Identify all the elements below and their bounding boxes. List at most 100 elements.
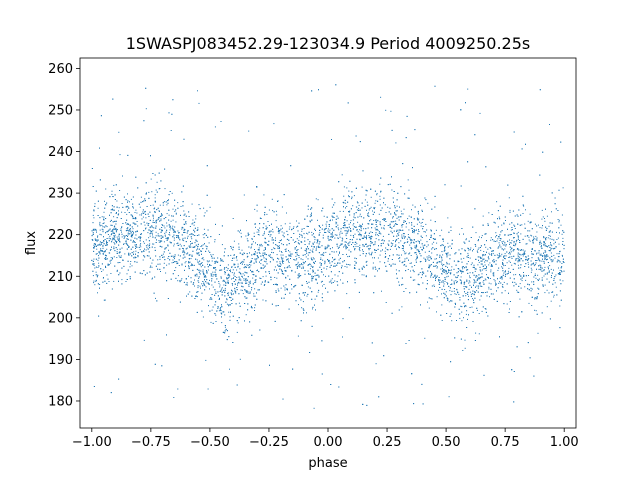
data-point [207,388,209,390]
data-point [280,287,282,289]
data-point [183,210,185,212]
data-point [379,198,381,200]
data-point [183,250,185,252]
data-point [202,285,204,287]
data-point [387,206,389,208]
data-point [169,229,171,231]
data-point [214,261,216,263]
data-point [204,279,205,281]
data-point [145,213,147,215]
data-point [477,248,479,250]
data-point [430,219,432,221]
data-point [177,230,179,232]
data-point [93,280,95,282]
data-point [275,210,277,212]
data-point [177,242,179,244]
data-point [105,257,107,259]
data-point [131,236,133,238]
data-point [324,262,326,264]
data-point [535,238,537,240]
data-point [177,202,179,204]
data-point [101,271,103,272]
data-point [335,221,337,223]
data-point [498,282,500,284]
data-point [217,257,219,259]
data-point [467,299,469,301]
data-point [433,241,435,243]
data-point [254,249,255,250]
data-point [543,252,544,254]
data-point [92,222,94,224]
data-point [353,216,355,218]
data-point [320,257,322,259]
data-point [308,252,310,254]
data-point [247,255,249,257]
data-point [217,295,219,297]
data-point [129,228,131,230]
data-point [258,230,260,231]
data-point [518,316,520,318]
data-point [544,243,546,245]
data-point [340,279,341,281]
data-point [531,305,533,306]
data-point [122,206,124,208]
data-point [269,254,271,256]
data-point [389,248,391,250]
data-point [159,256,161,258]
data-point [224,280,225,282]
data-point [328,281,330,283]
data-point [437,266,438,268]
data-point [414,265,416,266]
data-point [162,253,164,255]
data-point [463,317,464,319]
data-point [196,240,198,242]
data-point [541,227,543,229]
data-point [358,207,360,209]
data-point [142,211,144,213]
data-point [373,292,375,294]
data-point [560,299,562,301]
data-point [351,198,353,200]
data-point [504,290,506,292]
data-point [174,205,176,207]
data-point [304,237,306,239]
data-point [474,208,476,210]
data-point [113,238,115,240]
data-point [329,236,331,238]
data-point [543,237,545,239]
data-point [513,242,515,244]
data-point [400,240,402,242]
data-point [149,271,151,273]
data-point [143,242,145,244]
data-point [457,261,459,263]
data-point [534,273,536,275]
data-point [202,316,204,318]
data-point [219,284,221,286]
data-point [174,256,176,258]
data-point [345,207,346,209]
data-point [224,271,226,272]
data-point [113,242,115,244]
data-point [330,233,332,235]
data-point [494,254,496,256]
data-point [545,255,547,257]
data-point [519,283,521,285]
data-point [331,139,332,140]
data-point [126,273,128,275]
data-point [370,231,372,233]
data-point [248,264,250,265]
data-point [165,272,167,274]
data-point [298,243,300,245]
data-point [140,246,142,248]
data-point [396,229,398,231]
data-point [230,271,231,273]
data-point [558,243,560,245]
data-point [172,228,174,230]
data-point [276,245,278,246]
data-point [217,291,219,293]
data-point [269,231,271,233]
data-point [522,260,524,262]
data-point [495,284,497,286]
data-point [459,317,461,319]
data-point [380,209,382,211]
